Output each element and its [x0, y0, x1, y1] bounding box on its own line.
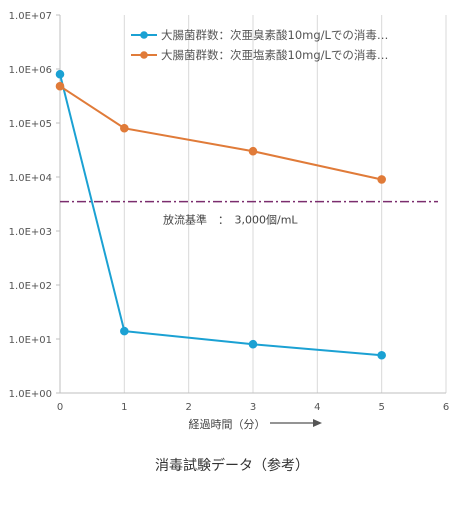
data-point — [55, 69, 65, 79]
x-axis-arrow-head — [313, 419, 322, 427]
x-tick-label: 0 — [57, 402, 63, 413]
reference-line-label: 放流基準 ： 3,000個/mL — [163, 213, 298, 227]
chart-caption: 消毒試験データ（参考） — [155, 458, 309, 474]
x-tick-label: 4 — [314, 402, 320, 413]
series-line-2 — [59, 85, 382, 181]
reference-line-layer: 放流基準 ： 3,000個/mL — [60, 200, 438, 227]
x-tick-label: 1 — [121, 402, 127, 413]
data-point — [120, 123, 129, 133]
series-layer — [55, 69, 386, 360]
x-tick-label: 3 — [250, 402, 256, 413]
chart-svg: 1.0E+00 1.0E+01 1.0E+02 1.0E+03 1.0E+04 1.0E+… — [9, 11, 450, 431]
chart: 1.0E+00 1.0E+01 1.0E+02 1.0E+03 1.0E+04 1.0E+… — [9, 11, 450, 431]
legend: 大腸菌群数：次亜臭素酸10mg/Lでの消毒… 大腸菌群数：次亜塩素酸10mg/Lで… — [131, 28, 388, 62]
data-point — [55, 81, 65, 91]
y-tick-label: 1.0E+02 — [9, 281, 52, 292]
y-tick-label: 1.0E+05 — [9, 119, 52, 130]
legend-label-2: 大腸菌群数：次亜塩素酸10mg/Lでの消毒… — [161, 48, 388, 62]
data-point — [377, 350, 386, 360]
axis-layer: 1.0E+00 1.0E+01 1.0E+02 1.0E+03 1.0E+04 1.0E+… — [9, 11, 450, 431]
data-point — [248, 146, 258, 156]
y-tick-label: 1.0E+07 — [9, 11, 52, 22]
x-tick-label: 6 — [443, 402, 449, 413]
legend-marker-1 — [140, 31, 148, 39]
x-tick-label: 2 — [185, 402, 191, 413]
y-tick-label: 1.0E+04 — [9, 173, 52, 184]
y-tick-label: 1.0E+06 — [9, 65, 52, 76]
y-tick-label: 1.0E+00 — [9, 389, 52, 400]
data-point — [120, 326, 129, 336]
x-axis-label: 経過時間（分） — [189, 418, 266, 431]
data-point — [248, 339, 258, 349]
data-point — [377, 175, 386, 184]
legend-marker-2 — [140, 51, 148, 59]
y-tick-label: 1.0E+01 — [9, 335, 52, 346]
y-tick-label: 1.0E+03 — [9, 227, 52, 238]
legend-label-1: 大腸菌群数：次亜臭素酸10mg/Lでの消毒… — [161, 28, 388, 42]
series-line-1 — [59, 73, 382, 357]
x-tick-label: 5 — [378, 402, 384, 413]
